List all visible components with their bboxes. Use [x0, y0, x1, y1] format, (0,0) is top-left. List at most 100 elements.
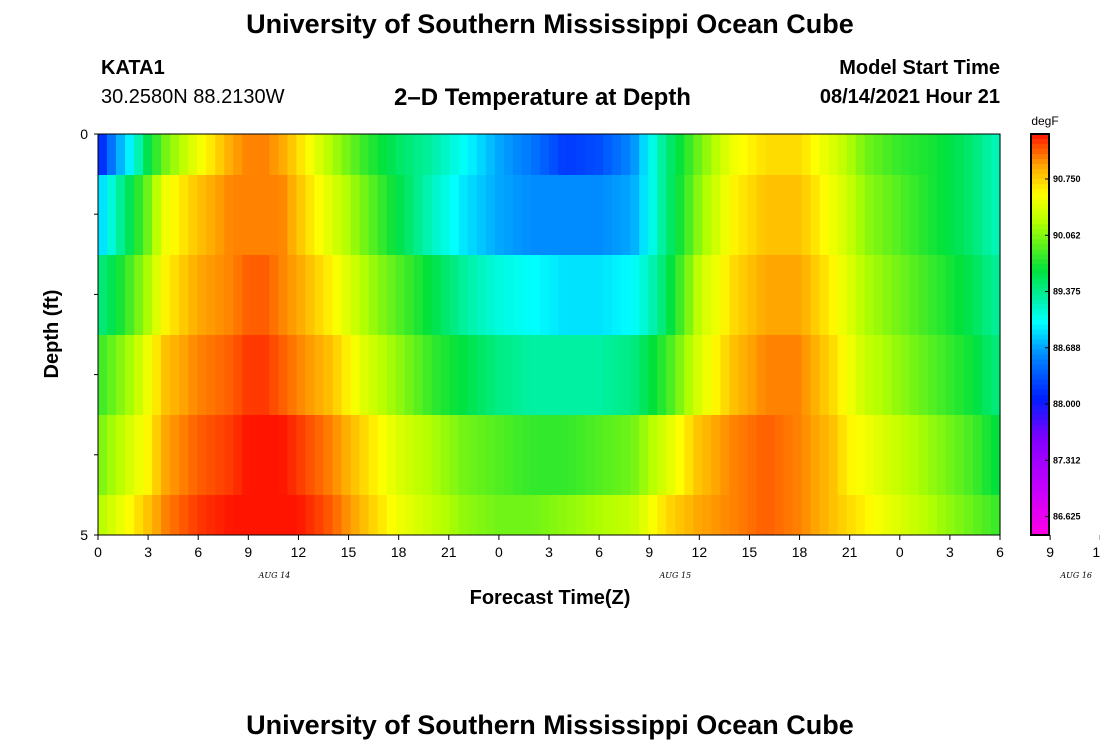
heatmap-cell: [377, 495, 388, 535]
heatmap-cell: [747, 415, 758, 495]
heatmap-cell: [188, 415, 198, 495]
heatmap-cell: [143, 175, 153, 255]
x-tick-label: 21: [441, 544, 457, 560]
colorbar-segment: [1031, 299, 1049, 306]
heatmap-cell: [494, 415, 505, 495]
heatmap-cell: [846, 255, 857, 335]
heatmap-cell: [936, 335, 947, 415]
heatmap-cell: [594, 415, 604, 495]
heatmap-cell: [738, 415, 749, 495]
heatmap-cell: [765, 134, 776, 175]
heatmap-cell: [630, 134, 640, 175]
heatmap-cell: [963, 335, 974, 415]
heatmap-cell: [143, 255, 153, 335]
colorbar-segment: [1031, 354, 1049, 361]
heatmap-cell: [711, 495, 721, 535]
colorbar-segment: [1031, 134, 1049, 140]
heatmap-cell: [612, 415, 622, 495]
heatmap-cell: [576, 175, 586, 255]
colorbar-segment: [1031, 524, 1049, 531]
heatmap-cell: [585, 134, 595, 175]
heatmap-cell: [197, 415, 207, 495]
heatmap-cell: [323, 495, 334, 535]
heatmap-cell: [918, 335, 929, 415]
heatmap-cell: [494, 335, 505, 415]
heatmap-cell: [693, 495, 703, 535]
heatmap-cell: [215, 255, 225, 335]
heatmap-cell: [440, 495, 451, 535]
heatmap-cell: [116, 175, 126, 255]
x-tick-label: 6: [996, 544, 1004, 560]
heatmap-cell: [927, 134, 938, 175]
heatmap-cell: [305, 335, 316, 415]
heatmap-cell: [107, 415, 117, 495]
heatmap-cell: [585, 335, 595, 415]
heatmap-cell: [567, 335, 577, 415]
heatmap-cells: [97, 133, 1001, 536]
heatmap-cell: [756, 175, 767, 255]
heatmap-cell: [837, 134, 848, 175]
colorbar-segment: [1031, 244, 1049, 250]
day-label: AUG 14: [258, 571, 291, 580]
heatmap-cell: [621, 175, 631, 255]
colorbar-segment: [1031, 349, 1049, 356]
heatmap-cell: [684, 495, 694, 535]
heatmap-cell: [242, 495, 252, 535]
heatmap-cell: [152, 415, 162, 495]
heatmap-cell: [269, 495, 279, 535]
heatmap-cell: [530, 495, 541, 535]
heatmap-cell: [558, 134, 568, 175]
heatmap-cell: [864, 175, 875, 255]
colorbar-segment: [1031, 394, 1049, 401]
heatmap-cell: [666, 255, 676, 335]
heatmap-cell: [323, 255, 334, 335]
heatmap-cell: [891, 255, 902, 335]
heatmap-cell: [684, 255, 694, 335]
heatmap-cell: [828, 495, 839, 535]
heatmap-cell: [972, 175, 983, 255]
heatmap-cell: [539, 175, 550, 255]
heatmap-cell: [603, 495, 613, 535]
heatmap-cell: [711, 175, 721, 255]
heatmap-cell: [152, 255, 162, 335]
heatmap-cell: [449, 335, 460, 415]
heatmap-cell: [693, 415, 703, 495]
heatmap-cell: [422, 415, 433, 495]
heatmap-cell: [269, 415, 279, 495]
heatmap-cell: [215, 134, 225, 175]
x-tick-label: 12: [692, 544, 708, 560]
colorbar-segment: [1031, 309, 1049, 316]
heatmap-cell: [936, 134, 947, 175]
heatmap-cell: [341, 335, 352, 415]
heatmap-cell: [738, 175, 749, 255]
heatmap-cell: [594, 495, 604, 535]
heatmap-cell: [720, 134, 730, 175]
heatmap-cell: [98, 335, 108, 415]
heatmap-cell: [639, 175, 649, 255]
colorbar-segment: [1031, 204, 1049, 210]
heatmap-cell: [900, 255, 911, 335]
heatmap-cell: [774, 134, 785, 175]
heatmap-cell: [242, 134, 252, 175]
colorbar-segment: [1031, 229, 1049, 235]
heatmap-cell: [449, 495, 460, 535]
heatmap-cell: [900, 415, 911, 495]
colorbar-segment: [1031, 489, 1049, 496]
heatmap-cell: [233, 134, 243, 175]
heatmap-cell: [179, 415, 189, 495]
colorbar-tick-label: 88.000: [1053, 399, 1081, 409]
heatmap-cell: [395, 255, 406, 335]
heatmap-cell: [359, 255, 370, 335]
heatmap-cell: [585, 255, 595, 335]
heatmap-cell: [215, 335, 225, 415]
heatmap-cell: [729, 335, 740, 415]
heatmap-cell: [170, 134, 180, 175]
heatmap-cell: [215, 415, 225, 495]
heatmap-cell: [612, 495, 622, 535]
heatmap-cell: [161, 255, 171, 335]
heatmap-cell: [332, 134, 343, 175]
heatmap-cell: [494, 175, 505, 255]
heatmap-cell: [882, 134, 893, 175]
temperature-heatmap-chart: 036912151821036912151821036912151821036A…: [41, 114, 1100, 609]
heatmap-cell: [368, 495, 379, 535]
